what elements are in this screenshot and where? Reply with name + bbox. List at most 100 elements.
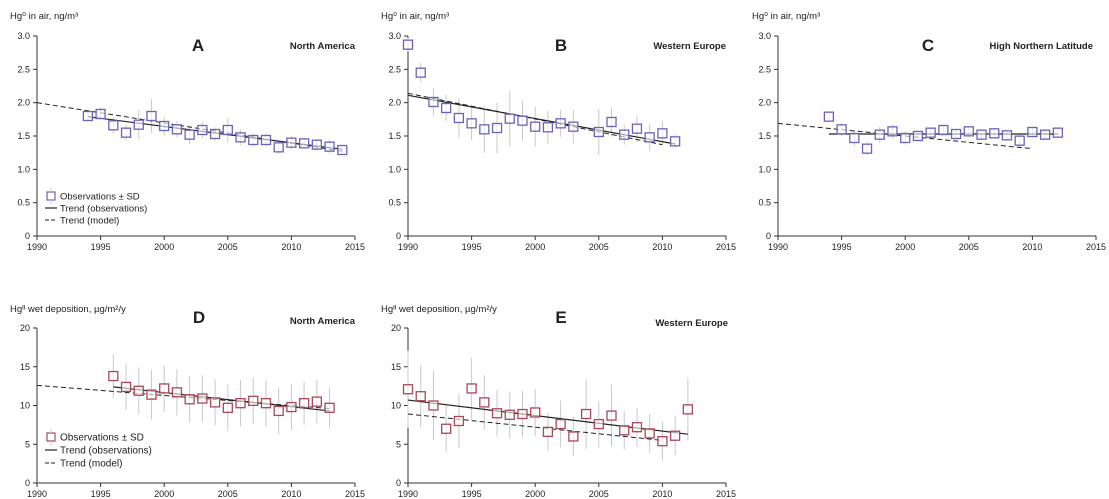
x-tick-label: 2005	[959, 242, 979, 252]
data-point	[337, 144, 348, 156]
data-point	[479, 397, 490, 408]
panel-title: North America	[290, 41, 356, 52]
data-point	[593, 418, 604, 430]
data-point	[989, 128, 1000, 139]
x-tick-label: 2000	[154, 489, 174, 499]
data-point	[849, 132, 860, 144]
data-point	[682, 404, 693, 415]
chart-panel-d: Hgᴵᴵ wet deposition, µg/m²/y D North Ameri…	[10, 304, 365, 499]
y-tick-label: 5	[396, 439, 401, 449]
data-point	[415, 67, 426, 78]
y-tick-label: 1.0	[388, 164, 401, 174]
data-point	[120, 381, 132, 393]
data-point	[861, 143, 873, 154]
data-point	[491, 408, 503, 419]
x-tick-label: 2010	[652, 242, 672, 252]
y-tick-label: 0	[766, 231, 771, 241]
legend-label-observations: Observations ± SD	[60, 433, 144, 444]
y-tick-label: 0	[396, 231, 401, 241]
y-tick-label: 0	[25, 478, 30, 488]
y-tick-label: 20	[391, 323, 401, 333]
x-tick-label: 2015	[716, 242, 736, 252]
data-point	[171, 387, 183, 398]
y-tick-label: 2.0	[17, 98, 30, 108]
data-point	[441, 102, 452, 114]
y-tick-label: 0.5	[17, 198, 30, 208]
data-point	[1027, 126, 1038, 138]
chart-panel-b: Hg⁰ in air, ng/m³ B Western Europe 0 0.5 1.0 1…	[381, 11, 736, 252]
x-tick-label: 2010	[652, 489, 672, 499]
trend-observations-line	[113, 386, 330, 412]
panel-letter: D	[193, 308, 205, 327]
x-tick-label: 2010	[281, 242, 301, 252]
legend-label-trend-model: Trend (model)	[60, 216, 119, 227]
data-point	[580, 408, 592, 420]
data-point	[311, 396, 322, 407]
panel-letter: E	[555, 308, 566, 327]
y-axis-label: Hg⁰ in air, ng/m³	[381, 11, 449, 22]
y-tick-label: 2.0	[758, 98, 771, 108]
legend: Observations ± SD Trend (observations) Tre…	[45, 429, 152, 470]
data-point	[836, 124, 847, 135]
y-tick-label: 0	[396, 478, 401, 488]
data-point	[197, 393, 208, 404]
x-tick-label: 1990	[398, 489, 418, 499]
data-point	[606, 116, 617, 128]
data-point	[568, 431, 579, 442]
y-tick-label: 0.5	[758, 198, 771, 208]
data-point	[286, 401, 297, 413]
data-point	[235, 398, 246, 409]
chart-panel-e: Hgᴵᴵ wet deposition, µg/m²/y E Western Eur…	[381, 304, 736, 499]
data-point	[1052, 127, 1063, 138]
panel-title: High Northern Latitude	[990, 41, 1093, 52]
x-tick-label: 1995	[462, 242, 482, 252]
data-point	[402, 39, 414, 50]
chart-panel-a: Hg⁰ in air, ng/m³ A North America 0 0.5 1.0 1.…	[10, 11, 365, 252]
x-tick-label: 2015	[345, 489, 365, 499]
x-tick-label: 2005	[589, 489, 609, 499]
data-point	[273, 405, 284, 417]
data-point	[453, 415, 465, 427]
y-tick-label: 3.0	[388, 31, 401, 41]
data-point	[159, 383, 170, 394]
x-tick-label: 2000	[525, 489, 545, 499]
data-point	[1001, 130, 1013, 141]
data-point	[619, 425, 630, 436]
y-tick-label: 15	[20, 362, 30, 372]
x-tick-label: 1990	[27, 242, 47, 252]
data-point	[555, 118, 566, 129]
y-axis-label: Hg⁰ in air, ng/m³	[10, 11, 78, 22]
data-point	[428, 96, 439, 108]
x-tick-label: 2015	[345, 242, 365, 252]
legend-label-trend-observations: Trend (observations)	[60, 204, 147, 215]
data-point	[133, 385, 144, 396]
data-point	[108, 370, 119, 382]
y-tick-label: 0	[25, 231, 30, 241]
y-tick-label: 1.0	[17, 164, 30, 174]
x-tick-label: 1995	[462, 489, 482, 499]
data-point	[402, 384, 414, 395]
data-point	[874, 129, 885, 140]
data-point	[415, 391, 426, 402]
y-tick-label: 2.0	[388, 98, 401, 108]
legend-label-trend-model: Trend (model)	[60, 459, 122, 470]
x-tick-label: 2000	[895, 242, 915, 252]
x-tick-label: 1990	[398, 242, 418, 252]
trend-model-line	[407, 413, 663, 441]
data-point	[298, 398, 310, 409]
data-point	[912, 130, 924, 142]
y-tick-label: 1.5	[388, 131, 401, 141]
legend-label-trend-observations: Trend (observations)	[60, 446, 152, 457]
data-point	[491, 122, 503, 134]
panel-title: North America	[290, 316, 356, 327]
data-point	[466, 118, 477, 129]
panel-letter: C	[922, 36, 934, 55]
data-point	[171, 124, 183, 135]
y-axis-label: Hgᴵᴵ wet deposition, µg/m²/y	[381, 304, 497, 315]
data-point	[95, 108, 106, 120]
data-point	[146, 110, 157, 122]
data-point	[530, 121, 541, 132]
data-point	[82, 110, 94, 122]
x-tick-label: 1990	[768, 242, 788, 252]
